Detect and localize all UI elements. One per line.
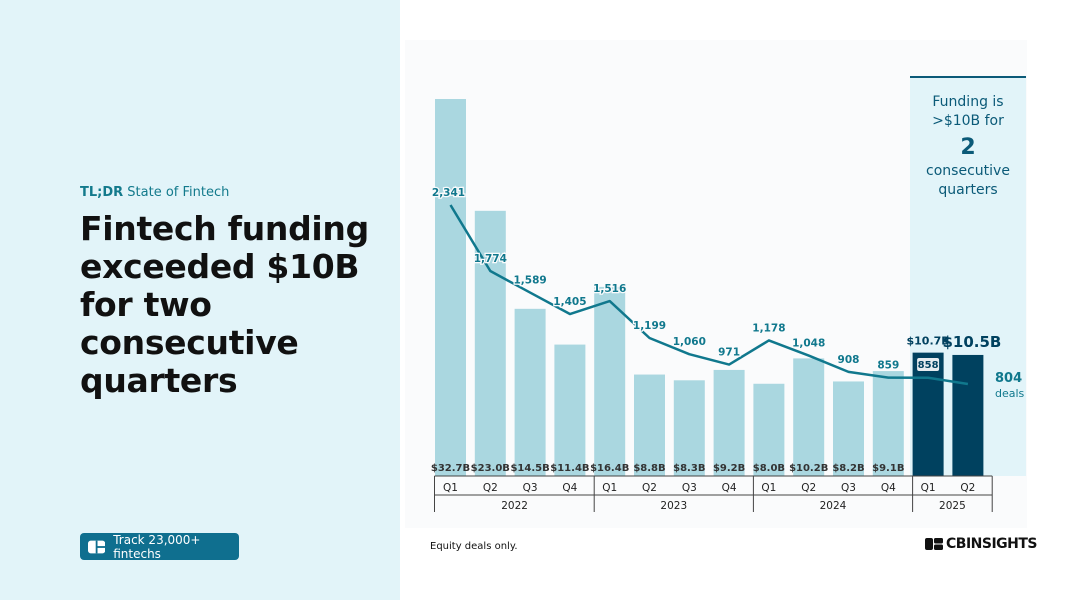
left-panel: [0, 0, 400, 600]
deal-value-label: 859: [877, 360, 899, 372]
deal-value-label: 908: [838, 354, 860, 366]
callout-line4: quarters: [938, 182, 997, 198]
eyebrow-bold: TL;DR: [80, 185, 124, 200]
deal-value-label: 1,060: [673, 336, 706, 348]
year-label: 2023: [660, 500, 687, 512]
track-button-label: Track 23,000+ fintechs: [113, 532, 201, 561]
bar-value-label: $16.4B: [590, 463, 629, 474]
track-fintechs-button[interactable]: Track 23,000+ fintechs: [80, 532, 239, 561]
bar: [435, 99, 466, 476]
quarter-tick-label: Q1: [443, 482, 458, 494]
quarter-tick-label: Q1: [921, 482, 936, 494]
bar: [952, 354, 984, 476]
bar-value-label: $10.7B: [907, 335, 950, 348]
bar-value-label: $11.4B: [550, 463, 589, 474]
year-label: 2022: [501, 500, 528, 512]
bar-value-label: $8.0B: [753, 463, 785, 474]
deal-value-label: 1,589: [513, 275, 546, 287]
quarter-tick-label: Q1: [602, 482, 617, 494]
deals-series-label: deals: [995, 387, 1025, 400]
callout-line1: Funding is: [932, 94, 1003, 110]
bar-value-label: $9.1B: [872, 463, 904, 474]
deal-value-label: 1,199: [633, 320, 666, 332]
bar-value-label: $9.2B: [713, 463, 745, 474]
quarter-tick-label: Q2: [642, 482, 657, 494]
bar: [753, 383, 785, 476]
bar: [793, 358, 825, 476]
bar-value-label: $10.2B: [789, 463, 828, 474]
deal-value-label: 858: [918, 360, 939, 371]
quarter-tick-label: Q2: [960, 482, 975, 494]
bar: [912, 352, 944, 476]
bar: [673, 380, 705, 476]
funding-chart: Funding is >$10B for 2 consecutive quarters $…: [431, 76, 1026, 512]
bar: [594, 286, 626, 476]
deal-value-label: 804: [995, 371, 1022, 386]
eyebrow: TL;DR State of Fintech: [80, 185, 229, 200]
bar: [474, 210, 506, 477]
deals-line: [449, 204, 969, 386]
bar-value-label: $23.0B: [471, 463, 510, 474]
quarter-tick-label: Q3: [523, 482, 538, 494]
bar: [514, 308, 546, 476]
bar: [872, 371, 904, 476]
quarter-tick-label: Q4: [562, 482, 577, 494]
cbinsights-logo: CBINSIGHTS: [925, 536, 1038, 552]
bar: [634, 374, 665, 476]
deal-value-label: 1,178: [752, 322, 785, 334]
bar-value-label: $8.3B: [673, 463, 705, 474]
footnote: Equity deals only.: [430, 541, 518, 552]
deal-value-label: 1,516: [593, 283, 626, 295]
bar-value-label: $32.7B: [431, 463, 470, 474]
callout-line2: >$10B for: [932, 113, 1004, 129]
callout-number: 2: [960, 135, 975, 160]
quarter-tick-label: Q4: [722, 482, 737, 494]
quarter-tick-label: Q1: [761, 482, 776, 494]
deal-value-label: 1,774: [474, 253, 507, 265]
bar: [833, 381, 864, 476]
bar: [554, 344, 586, 476]
bar-value-label: $14.5B: [510, 463, 549, 474]
deal-value-label: 2,341: [432, 187, 465, 199]
year-label: 2024: [820, 500, 847, 512]
bar-value-label: $8.2B: [832, 463, 864, 474]
cbinsights-logo-mark-icon: [925, 538, 943, 550]
bar-value-label: $10.5B: [942, 333, 1001, 351]
bar-value-label: $8.8B: [633, 463, 665, 474]
deal-value-label: 1,048: [792, 338, 825, 350]
quarter-tick-label: Q3: [841, 482, 856, 494]
callout-line3: consecutive: [926, 163, 1010, 179]
logo-text: CBINSIGHTS: [946, 536, 1038, 552]
quarter-tick-label: Q3: [682, 482, 697, 494]
bar: [713, 369, 745, 476]
deal-label-bg: [917, 358, 940, 371]
quarter-tick-label: Q4: [881, 482, 896, 494]
year-label: 2025: [939, 500, 966, 512]
quarter-tick-label: Q2: [483, 482, 498, 494]
deal-value-label: 971: [718, 347, 740, 359]
cards-icon: [88, 540, 106, 553]
deal-value-label: 1,405: [553, 296, 586, 308]
headline: Fintech funding exceeded $10B for two co…: [80, 209, 369, 400]
eyebrow-text: State of Fintech: [123, 185, 230, 200]
quarter-tick-label: Q2: [801, 482, 816, 494]
